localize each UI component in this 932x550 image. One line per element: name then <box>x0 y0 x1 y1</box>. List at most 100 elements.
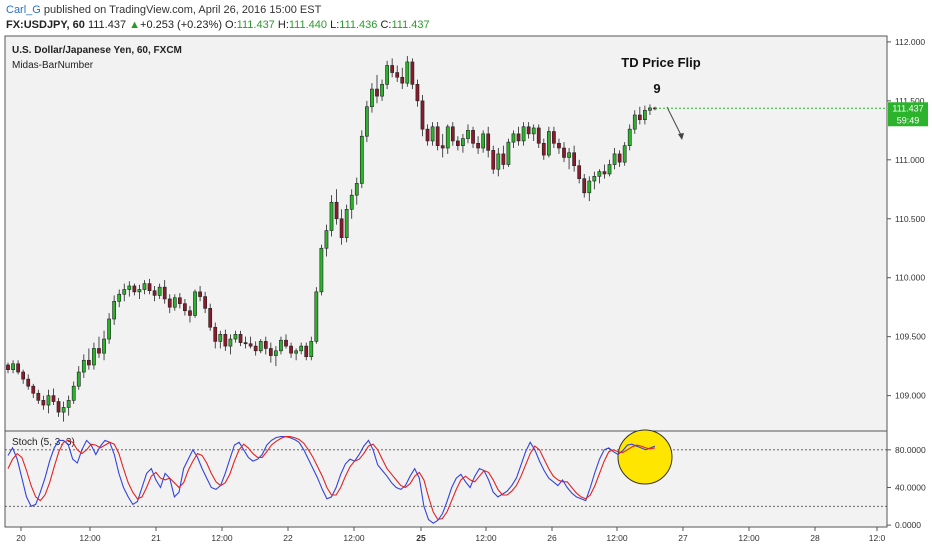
candle <box>16 360 20 375</box>
candle <box>536 124 541 149</box>
candle <box>294 348 298 361</box>
stoch-pane[interactable] <box>4 430 888 528</box>
td-count-label: 9 <box>653 81 660 96</box>
candle-body <box>162 286 167 300</box>
candle-body <box>127 285 132 290</box>
candle-body <box>107 318 111 340</box>
stoch-axis[interactable]: 0.0000 40.0000 80.0000 <box>887 445 926 530</box>
candle <box>81 354 86 378</box>
main-pane-title: U.S. Dollar/Japanese Yen, 60, FXCM <box>12 45 182 56</box>
candle <box>370 83 374 113</box>
candle <box>274 346 278 367</box>
open-value: 111.437 <box>236 19 275 31</box>
candles <box>6 56 657 422</box>
candle-body <box>26 378 31 387</box>
price-tick-label: 109.000 <box>895 391 926 401</box>
candle-body <box>557 142 561 149</box>
candle <box>546 126 551 158</box>
candle <box>107 313 111 344</box>
time-tick-label: 12:0 <box>869 533 886 543</box>
time-axis[interactable]: 20 12:00 21 12:00 22 12:00 25 12:00 26 12:00 27 12:… <box>16 527 886 543</box>
candle-body <box>319 247 324 293</box>
time-tick-label: 25 <box>416 533 426 543</box>
candle-body <box>142 283 147 290</box>
candle-body <box>218 334 223 342</box>
candle <box>627 124 632 151</box>
candle-body <box>213 326 218 342</box>
candle <box>198 285 202 302</box>
candle <box>6 362 10 374</box>
candle <box>263 336 268 355</box>
last-price-tag: 111.437 59:49 <box>655 102 928 127</box>
candle-body <box>274 350 278 356</box>
candle-body <box>137 289 142 293</box>
price-axis[interactable]: 109.000 109.500 110.000 110.500 111.000 111.5… <box>887 37 926 401</box>
candle <box>21 369 26 384</box>
candle <box>258 339 263 354</box>
time-tick-label: 28 <box>810 533 820 543</box>
candle <box>607 159 612 177</box>
candle-body <box>445 126 450 149</box>
candle <box>637 106 642 125</box>
candle-body <box>390 65 395 73</box>
candle <box>213 322 218 349</box>
candle-body <box>167 298 172 308</box>
candle <box>228 334 233 355</box>
td-price-flip-label: TD Price Flip <box>621 55 701 70</box>
candle <box>365 100 369 143</box>
candle <box>157 283 162 299</box>
candle <box>506 138 511 167</box>
candle-body <box>516 133 521 142</box>
candle <box>612 148 617 170</box>
candle <box>193 289 197 318</box>
candle-body <box>152 290 157 296</box>
time-tick-label: 20 <box>16 533 26 543</box>
candle <box>471 126 475 149</box>
candle-body <box>258 341 263 352</box>
candle-body <box>607 164 612 175</box>
candle <box>622 142 627 166</box>
price-tag-value: 111.437 <box>892 103 923 113</box>
candle <box>41 395 46 410</box>
candle <box>223 329 228 351</box>
candle-body <box>617 153 622 163</box>
candle-body <box>36 392 41 401</box>
stoch-tick-label: 80.0000 <box>895 445 926 455</box>
close-label: C: <box>380 19 392 31</box>
low-label: L: <box>330 19 340 31</box>
price-tick-label: 111.500 <box>895 96 925 106</box>
stoch-levels <box>5 449 887 507</box>
last-price: 111.437 <box>87 19 127 31</box>
candle <box>456 136 460 151</box>
candle-body <box>425 128 430 142</box>
candle <box>516 126 521 146</box>
price-tick-label: 110.500 <box>895 214 925 224</box>
candle-body <box>546 131 551 156</box>
candle <box>304 342 309 361</box>
candle-body <box>243 342 248 345</box>
price-tick-label: 110.000 <box>895 273 925 283</box>
candle-body <box>46 395 51 406</box>
author-link[interactable]: Carl_G <box>6 4 41 16</box>
candle <box>466 124 470 144</box>
candle <box>46 389 51 414</box>
candle-body <box>314 291 319 342</box>
candle <box>319 244 324 296</box>
candle-body <box>627 128 632 146</box>
candle <box>334 189 339 225</box>
candle <box>602 164 607 179</box>
candle <box>420 94 425 137</box>
candle-body <box>304 345 309 358</box>
candle <box>511 130 516 149</box>
candle <box>127 281 132 297</box>
candle-body <box>420 100 425 130</box>
candle <box>329 195 334 237</box>
candle-body <box>157 286 162 296</box>
candle-body <box>31 385 36 394</box>
candle-body <box>97 348 101 354</box>
price-pane[interactable] <box>4 35 888 432</box>
candle-body <box>385 65 389 85</box>
time-tick-label: 26 <box>547 533 557 543</box>
candle <box>425 124 430 146</box>
